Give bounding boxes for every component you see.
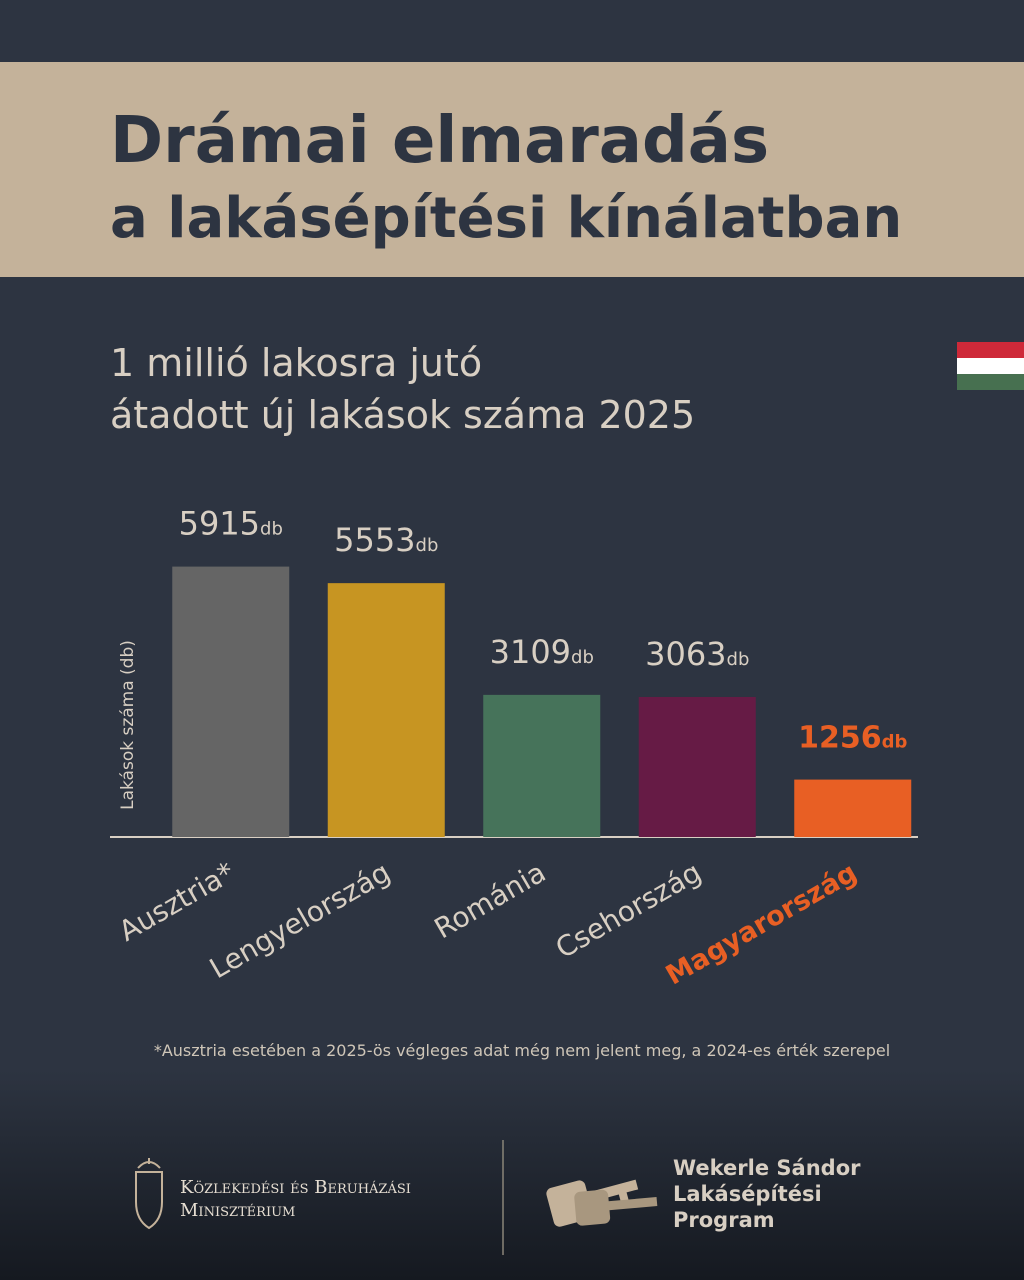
keys-icon bbox=[546, 1179, 658, 1227]
value-label: 5553db bbox=[334, 521, 438, 559]
bar bbox=[638, 696, 756, 837]
ministry-name: Közlekedési és Beruházási bbox=[180, 1177, 411, 1198]
footer-background bbox=[0, 1070, 1024, 1280]
bar bbox=[483, 694, 601, 837]
title: a lakásépítési kínálatban bbox=[110, 186, 902, 251]
subtitle: 1 millió lakosra jutó bbox=[110, 341, 482, 385]
footnote: *Ausztria esetében a 2025-ös végleges ad… bbox=[154, 1041, 890, 1060]
value-unit: db bbox=[260, 519, 283, 540]
program-name: Wekerle Sándor bbox=[673, 1156, 861, 1180]
ministry-name: Minisztérium bbox=[180, 1200, 295, 1221]
subtitle: átadott új lakások száma 2025 bbox=[110, 393, 695, 437]
bar bbox=[172, 566, 290, 837]
program-name: Program bbox=[673, 1208, 775, 1232]
value-number: 5915 bbox=[179, 505, 260, 543]
value-number: 3063 bbox=[645, 635, 726, 673]
y-axis-label: Lakások száma (db) bbox=[118, 640, 138, 810]
title: Drámai elmaradás bbox=[110, 104, 769, 178]
program-name: Lakásépítési bbox=[673, 1182, 822, 1206]
value-number: 5553 bbox=[334, 521, 415, 559]
value-label: 3063db bbox=[645, 635, 749, 673]
value-label: 3109db bbox=[490, 633, 594, 671]
flag bbox=[957, 342, 1024, 390]
bar bbox=[327, 583, 445, 837]
value-unit: db bbox=[882, 732, 908, 753]
bar bbox=[794, 779, 912, 837]
value-label: 5915db bbox=[179, 505, 283, 543]
title-band bbox=[0, 62, 1024, 277]
value-unit: db bbox=[727, 649, 750, 670]
value-unit: db bbox=[416, 535, 439, 556]
crest-icon bbox=[135, 1158, 163, 1230]
value-unit: db bbox=[571, 647, 594, 668]
value-number: 1256 bbox=[798, 721, 882, 756]
value-label: 1256db bbox=[798, 721, 907, 756]
value-number: 3109 bbox=[490, 633, 571, 671]
